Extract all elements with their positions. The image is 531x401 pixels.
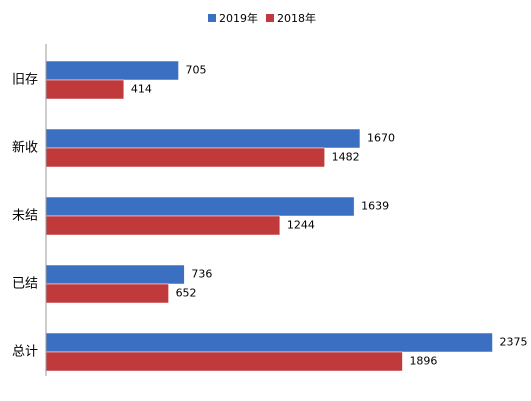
value-label: 652 (176, 287, 197, 300)
value-label: 1670 (367, 132, 395, 145)
y-tick-label: 总计 (12, 345, 38, 360)
y-tick-label: 未结 (12, 209, 38, 224)
y-tick-label: 已结 (12, 277, 38, 292)
value-label: 2375 (500, 336, 528, 349)
bar (45, 128, 361, 149)
bar (45, 332, 493, 353)
value-label: 1639 (361, 200, 389, 213)
value-label: 1482 (332, 151, 360, 164)
bar (45, 283, 169, 304)
bar (45, 147, 325, 168)
bar (45, 351, 403, 372)
value-label: 736 (191, 268, 212, 281)
value-label: 414 (131, 83, 152, 96)
value-label: 705 (186, 64, 207, 77)
value-label: 1244 (287, 219, 315, 232)
bar (45, 79, 125, 100)
bar (45, 60, 179, 81)
value-label: 1896 (409, 355, 437, 368)
y-tick-label: 旧存 (12, 73, 38, 88)
legend-swatch (208, 14, 216, 22)
legend-label: 2018年 (277, 11, 316, 25)
legend-label: 2019年 (219, 11, 258, 25)
bar (45, 196, 355, 217)
bar (45, 264, 185, 285)
bar (45, 215, 281, 236)
legend-swatch (266, 14, 274, 22)
y-tick-label: 新收 (12, 140, 38, 156)
